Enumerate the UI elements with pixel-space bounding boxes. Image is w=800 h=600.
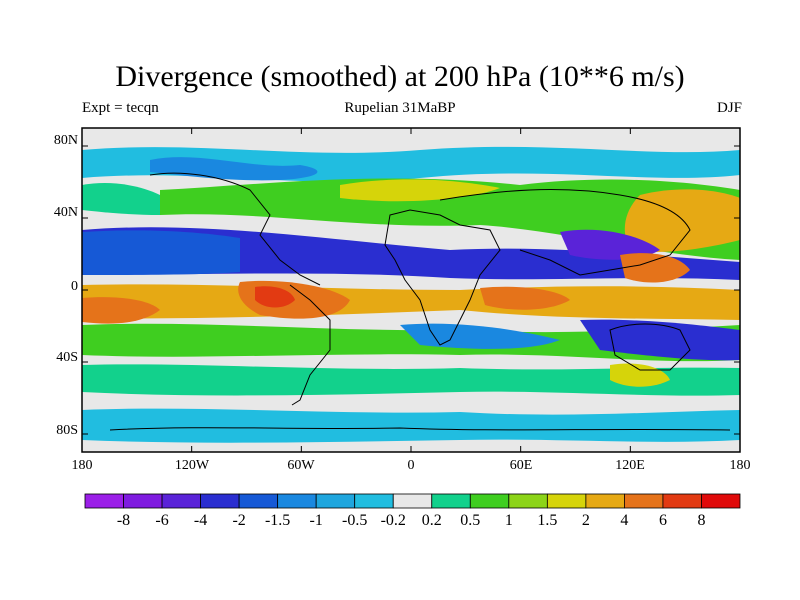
colorbar-swatch — [277, 493, 317, 509]
field-region — [82, 408, 740, 443]
coastlines — [109, 172, 731, 431]
field-region — [480, 286, 570, 310]
lon-label: 0 — [407, 458, 415, 473]
colorbar-level-label: 4 — [620, 512, 629, 529]
colorbar-swatch — [624, 493, 664, 509]
lon-label: 120W — [174, 458, 210, 473]
colorbar-level-label: 8 — [697, 512, 706, 529]
coastline — [384, 209, 501, 346]
field-region — [82, 230, 240, 275]
experiment-label: Expt = tecqn — [82, 100, 159, 116]
lon-label: 120E — [615, 458, 645, 473]
colorbar-swatch — [84, 493, 124, 509]
field-region — [255, 286, 295, 308]
coastline — [109, 427, 731, 431]
colorbar-level-label: -2 — [232, 512, 246, 529]
field-region — [82, 297, 160, 324]
season-label: DJF — [716, 100, 742, 116]
field-region — [624, 189, 740, 252]
colorbar-level-label: -4 — [193, 512, 208, 529]
colorbar-swatch — [701, 493, 741, 509]
field-region — [400, 323, 560, 349]
colorbar-swatch — [508, 493, 548, 509]
colorbar-swatch — [200, 493, 240, 509]
field-region — [610, 363, 670, 387]
lat-label: 0 — [71, 279, 78, 294]
field-region — [82, 227, 740, 280]
lon-label: 180 — [71, 458, 93, 473]
colorbar-swatch — [354, 493, 394, 509]
field-region — [82, 323, 740, 362]
field-region — [560, 229, 660, 260]
colorbar-level-label: -6 — [155, 512, 169, 529]
coastline — [439, 189, 691, 276]
colorbar-level-label: -8 — [116, 512, 131, 529]
map-title: Divergence (smoothed) at 200 hPa (10**6 … — [115, 60, 685, 93]
colorbar-level-label: -0.2 — [380, 512, 406, 529]
colorbar-swatch — [238, 493, 279, 509]
lat-label: 80S — [56, 423, 78, 438]
lat-label: 40N — [53, 205, 78, 220]
colorbar-level-label: 6 — [658, 512, 667, 529]
lat-label: 80N — [53, 133, 78, 148]
field-region — [620, 253, 690, 283]
lon-label: 60E — [509, 458, 533, 473]
field-region — [580, 319, 740, 361]
colorbar-level-label: 0.2 — [421, 512, 442, 529]
lat-label: 40S — [56, 350, 78, 365]
colorbar — [84, 493, 741, 509]
lon-label: 60W — [287, 458, 315, 473]
colorbar-swatch — [585, 493, 625, 509]
colorbar-level-label: -1.5 — [264, 512, 291, 529]
colorbar-swatch — [315, 493, 356, 509]
colorbar-level-label: -0.5 — [342, 512, 368, 529]
colorbar-swatch — [546, 493, 587, 509]
coastline — [289, 284, 331, 406]
field-region — [340, 179, 500, 202]
colorbar-swatch — [123, 493, 163, 509]
coastline — [149, 172, 321, 286]
colorbar-swatch — [469, 493, 510, 509]
colorbar-level-label: 1.5 — [537, 512, 558, 529]
field-region — [150, 157, 318, 181]
coastline — [609, 323, 691, 371]
period-label: Rupelian 31MaBP — [344, 100, 456, 116]
lon-label: 180 — [729, 458, 751, 473]
colorbar-swatch — [161, 493, 201, 509]
field-region — [82, 183, 160, 215]
colorbar-level-label: 1 — [504, 512, 513, 529]
colorbar-level-label: 2 — [581, 512, 590, 529]
colorbar-level-label: 0.5 — [460, 512, 481, 529]
field-region — [82, 364, 740, 396]
colorbar-swatch — [431, 493, 471, 509]
colorbar-level-label: -1 — [309, 512, 323, 529]
colorbar-swatch — [662, 493, 702, 509]
map-field — [82, 128, 740, 452]
colorbar-swatch — [392, 493, 433, 509]
